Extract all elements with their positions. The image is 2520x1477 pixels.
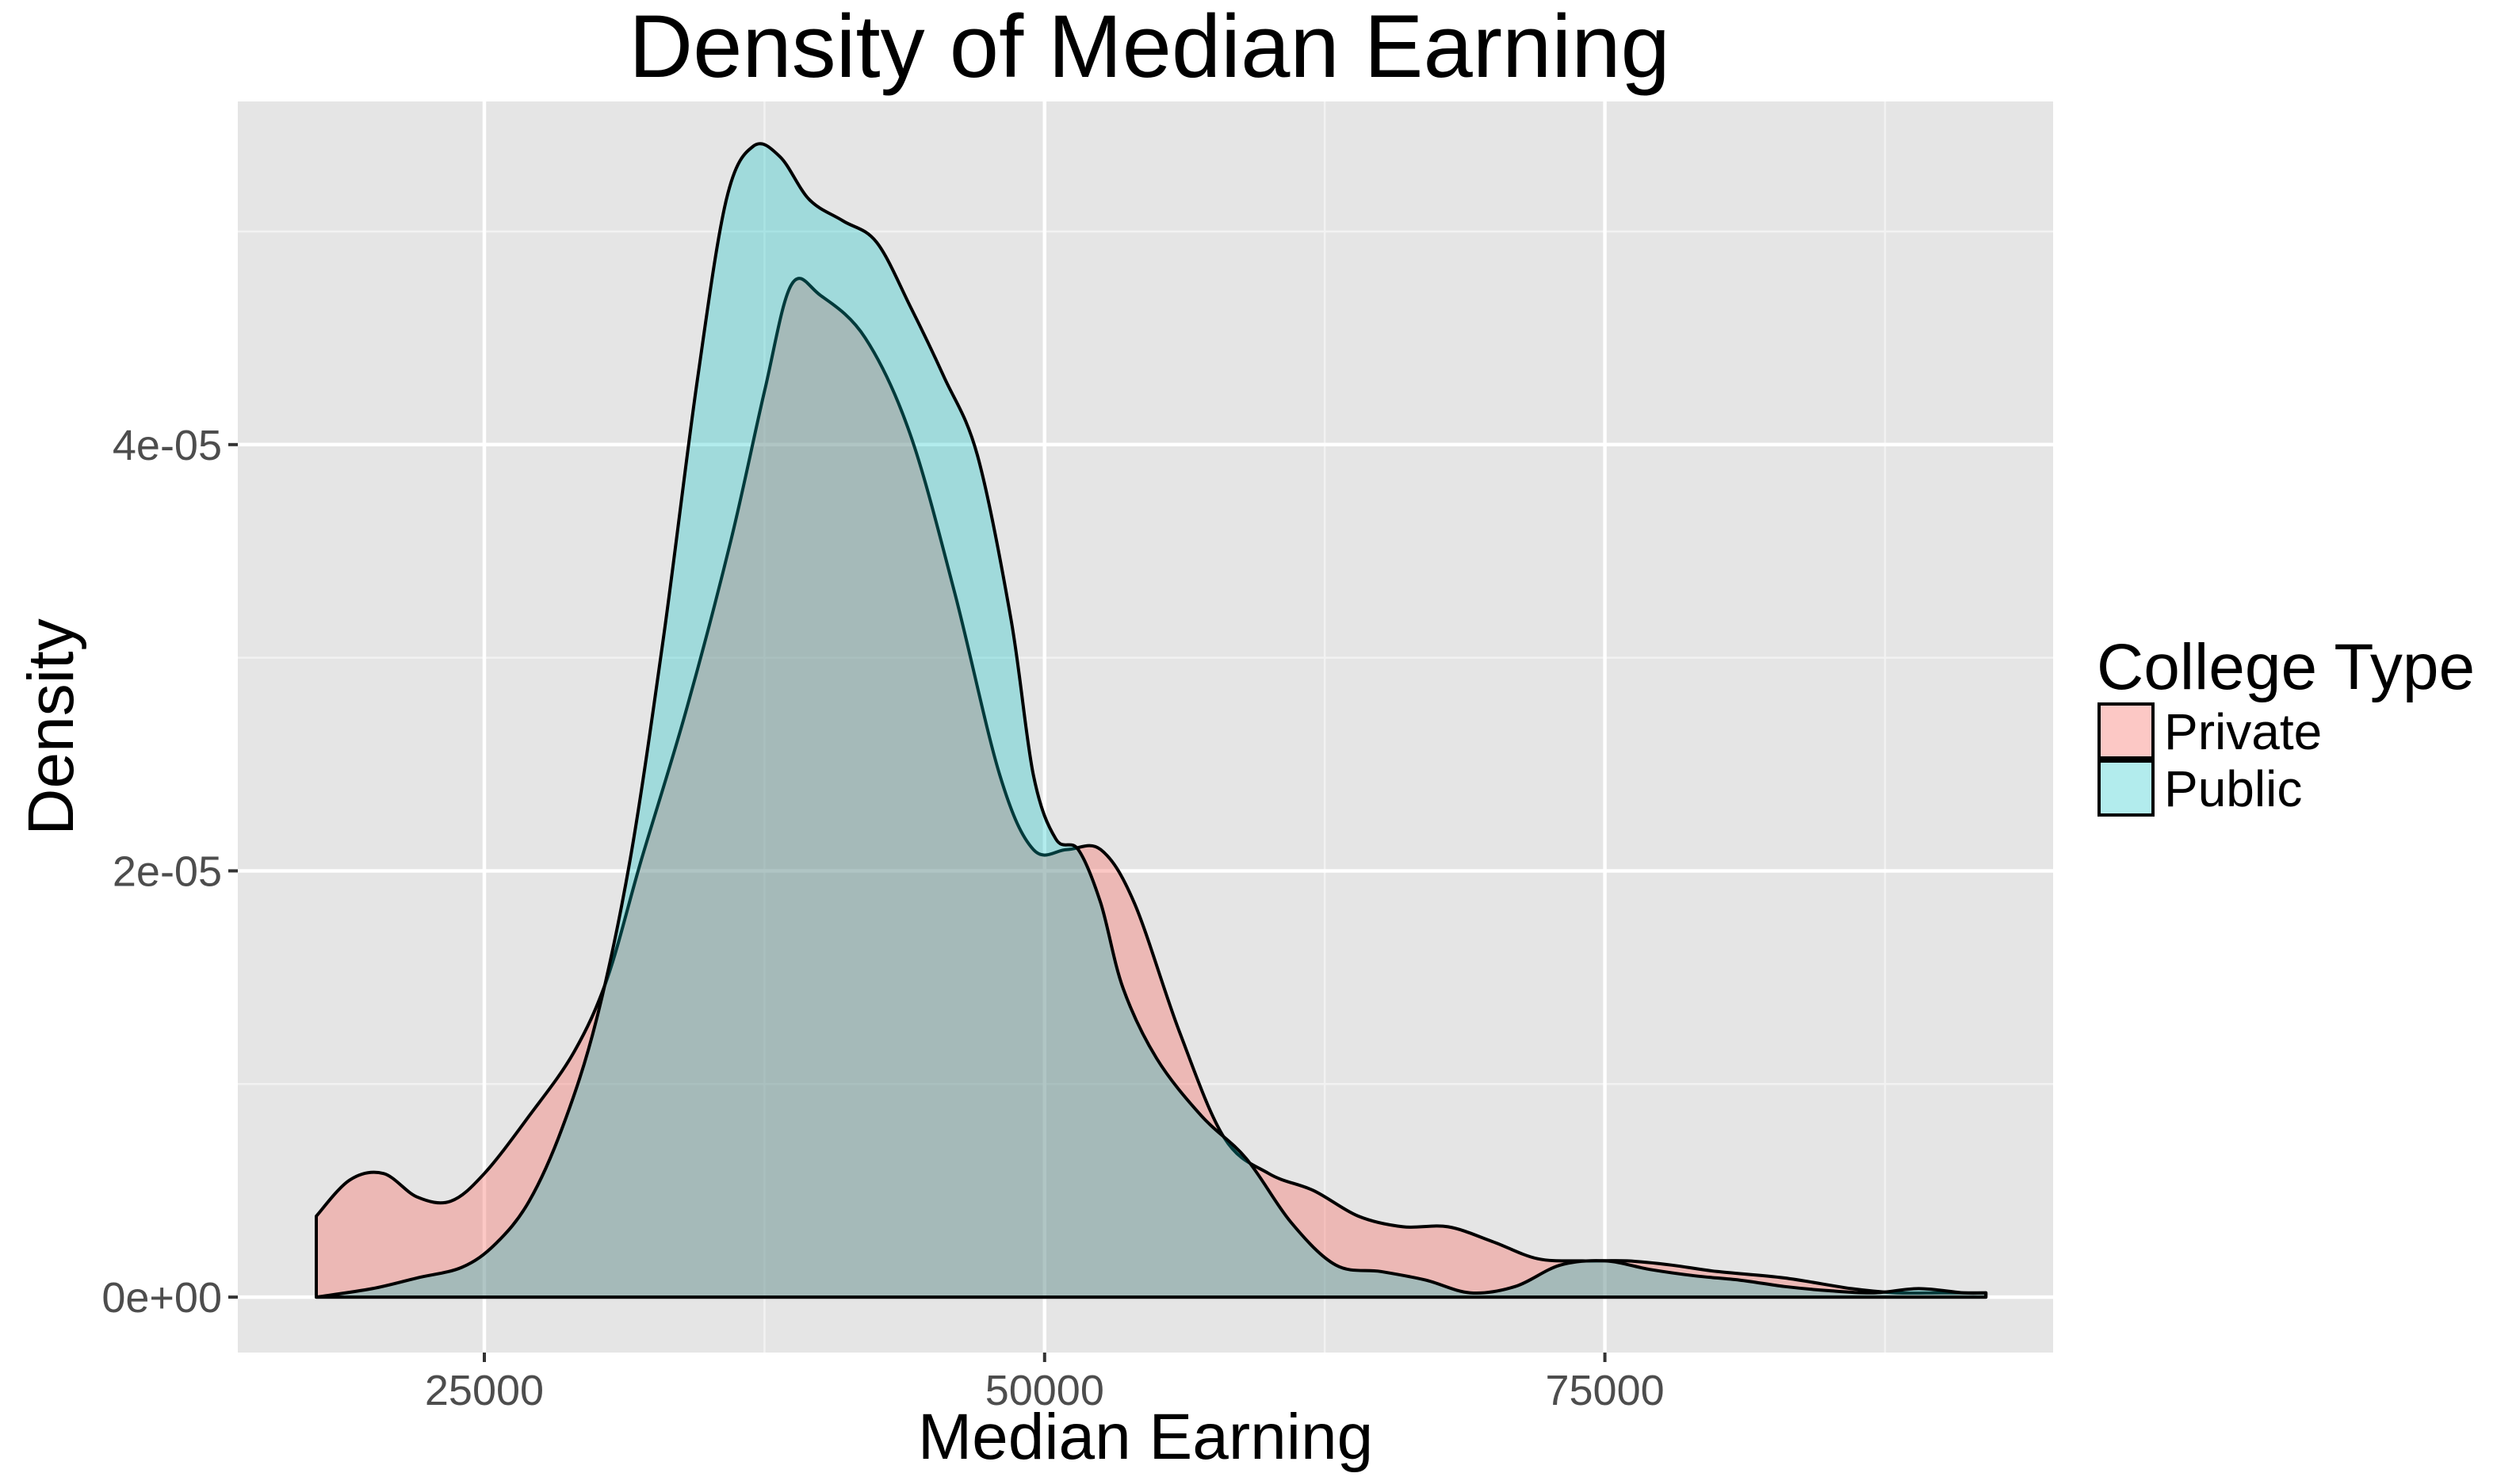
chart-title: Density of Median Earning xyxy=(629,0,1670,96)
x-tick-label: 50000 xyxy=(985,1367,1104,1414)
density-area-public xyxy=(315,142,1988,1299)
legend-label-private: Private xyxy=(2164,703,2322,760)
legend-item-private: Private xyxy=(2097,702,2322,760)
legend-key-private xyxy=(2097,702,2155,760)
x-axis-ticks: 25000 50000 75000 xyxy=(425,1353,1665,1414)
density-series xyxy=(315,142,1988,1299)
y-tick-label: 4e-05 xyxy=(113,422,222,469)
y-axis-title: Density xyxy=(15,618,87,835)
plot-panel xyxy=(238,101,2053,1353)
x-axis-title: Median Earning xyxy=(918,1401,1373,1473)
legend: College Type Private Public xyxy=(2097,631,2475,817)
y-axis-ticks: 0e+00 2e-05 4e-05 xyxy=(101,422,238,1322)
legend-item-public: Public xyxy=(2097,760,2302,817)
x-tick-label: 25000 xyxy=(425,1367,544,1414)
legend-title: College Type xyxy=(2097,631,2475,703)
legend-label-public: Public xyxy=(2164,760,2302,817)
minor-gridlines xyxy=(238,101,2053,1353)
y-tick-label: 0e+00 xyxy=(101,1274,222,1322)
legend-key-public xyxy=(2097,760,2155,817)
x-tick-label: 75000 xyxy=(1545,1367,1664,1414)
y-tick-label: 2e-05 xyxy=(113,848,222,895)
